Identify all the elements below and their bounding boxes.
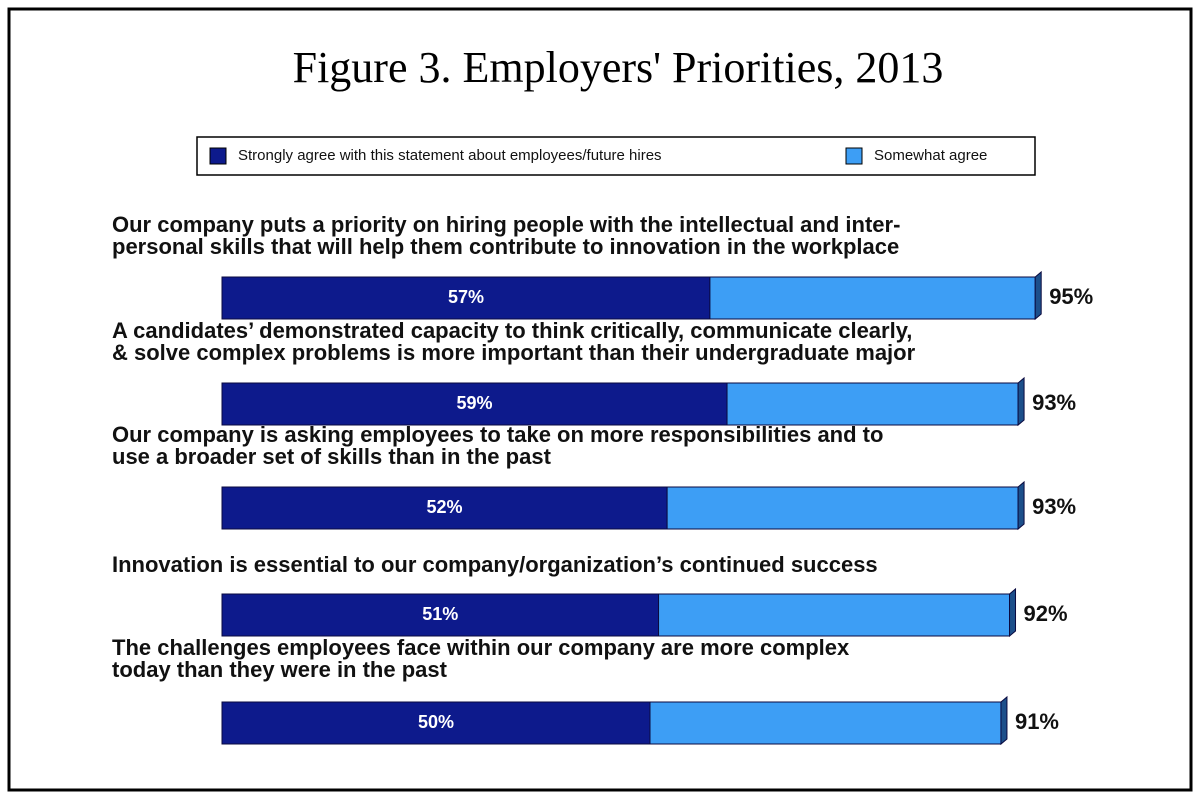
- category-label: A candidates’ demonstrated capacity to t…: [112, 318, 912, 343]
- category-label: Our company puts a priority on hiring pe…: [112, 212, 900, 237]
- bar-segment: [726, 382, 1019, 426]
- category-label: use a broader set of skills than in the …: [112, 444, 552, 469]
- bar-segment: [221, 486, 668, 530]
- value-label: 52%: [427, 497, 463, 517]
- bar-segment: [221, 276, 711, 320]
- bar-side: [1017, 480, 1025, 531]
- bar-side: [1009, 587, 1017, 638]
- value-label: 57%: [448, 287, 484, 307]
- bar-segment: [649, 701, 1002, 745]
- bar-segment: [221, 701, 651, 745]
- bar-segment: [658, 593, 1011, 637]
- bar-segment: [709, 276, 1036, 320]
- category-label: The challenges employees face within our…: [112, 635, 850, 660]
- category-label: Innovation is essential to our company/o…: [112, 552, 878, 577]
- legend-swatch: [845, 147, 863, 165]
- bar-side: [1034, 270, 1042, 321]
- legend: [196, 136, 1036, 176]
- bar-segment: [666, 486, 1019, 530]
- value-label: 59%: [457, 393, 493, 413]
- legend-label: Strongly agree with this statement about…: [238, 147, 662, 164]
- value-label: 50%: [418, 712, 454, 732]
- category-label: & solve complex problems is more importa…: [112, 340, 916, 365]
- total-label: 91%: [1015, 709, 1059, 734]
- bar-segment: [221, 382, 728, 426]
- category-label: personal skills that will help them cont…: [112, 234, 899, 259]
- legend-swatch: [209, 147, 227, 165]
- chart-title: Figure 3. Employers' Priorities, 2013: [293, 43, 944, 92]
- total-label: 93%: [1032, 494, 1076, 519]
- legend-label: Somewhat agree: [874, 147, 987, 164]
- bar-side: [1017, 376, 1025, 427]
- value-label: 51%: [422, 604, 458, 624]
- category-label: Our company is asking employees to take …: [112, 422, 883, 447]
- total-label: 92%: [1024, 601, 1068, 626]
- bar-segment: [221, 593, 660, 637]
- category-label: today than they were in the past: [112, 657, 448, 682]
- total-label: 93%: [1032, 390, 1076, 415]
- total-label: 95%: [1049, 284, 1093, 309]
- bar-side: [1000, 695, 1008, 746]
